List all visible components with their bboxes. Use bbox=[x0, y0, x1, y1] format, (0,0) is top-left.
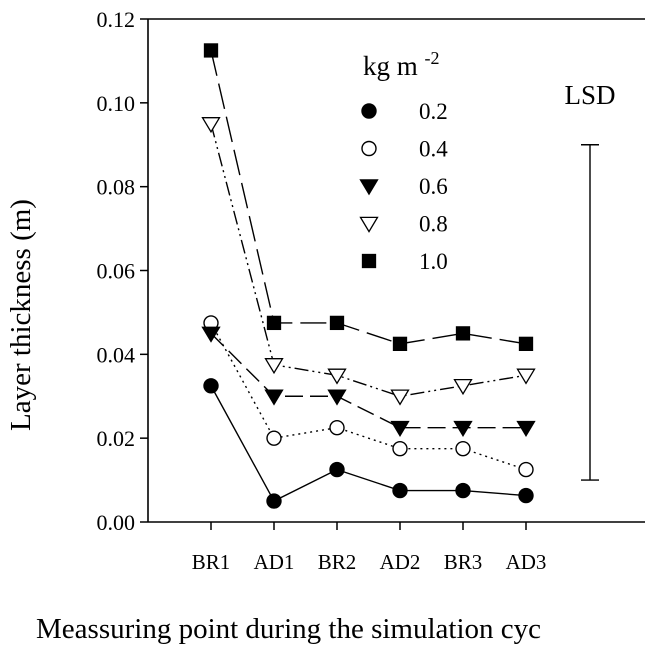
legend-marker bbox=[361, 103, 377, 119]
x-ticks: BR1 AD1 BR2 AD2 BR3 AD3 bbox=[192, 522, 547, 574]
y-axis-title: Layer thickness (m) bbox=[5, 199, 37, 431]
data-point bbox=[455, 440, 471, 457]
legend-marker bbox=[359, 179, 379, 196]
data-point bbox=[266, 493, 282, 509]
y-tick-label: 0.00 bbox=[97, 510, 136, 535]
x-axis-title: Meassuring point during the simulation c… bbox=[36, 613, 541, 645]
legend-marker bbox=[359, 216, 379, 233]
series-line-4 bbox=[210, 50, 527, 345]
x-tick-label: AD1 bbox=[254, 550, 295, 574]
legend: kg m -2 0.2 0.4 0.6 0.8 1.0 bbox=[359, 48, 448, 274]
data-point bbox=[201, 117, 221, 134]
data-point bbox=[327, 368, 347, 385]
y-tick-label: 0.08 bbox=[97, 175, 136, 200]
data-point bbox=[392, 440, 408, 457]
y-ticks: 0.00 0.02 0.04 0.06 0.08 0.10 0.12 bbox=[97, 7, 148, 535]
data-point bbox=[455, 326, 471, 341]
data-point bbox=[453, 420, 473, 438]
legend-title: kg m -2 bbox=[363, 48, 440, 81]
series-line-3 bbox=[210, 123, 527, 397]
data-point bbox=[203, 43, 219, 58]
data-point bbox=[266, 430, 282, 446]
data-point bbox=[264, 389, 284, 406]
data-point bbox=[329, 461, 345, 478]
data-point bbox=[516, 368, 536, 385]
x-tick-label: AD3 bbox=[506, 550, 547, 574]
series-line-2 bbox=[210, 332, 526, 429]
data-point bbox=[203, 378, 219, 394]
data-point bbox=[392, 336, 408, 352]
y-tick-label: 0.10 bbox=[97, 91, 136, 116]
data-point bbox=[453, 379, 473, 396]
y-tick-label: 0.06 bbox=[97, 259, 136, 284]
data-point bbox=[518, 487, 534, 504]
data-point bbox=[201, 326, 221, 343]
data-point bbox=[329, 419, 345, 436]
legend-label: 0.6 bbox=[419, 174, 448, 199]
data-point bbox=[455, 482, 471, 499]
data-point bbox=[390, 420, 410, 438]
lsd-label: LSD bbox=[564, 80, 615, 110]
legend-label: 1.0 bbox=[419, 249, 448, 274]
data-point bbox=[518, 336, 534, 352]
data-point bbox=[327, 389, 347, 406]
data-point bbox=[392, 482, 408, 499]
series-lines bbox=[210, 50, 527, 502]
legend-label: 0.8 bbox=[419, 212, 448, 237]
legend-label: 0.4 bbox=[419, 137, 448, 162]
x-tick-label: BR2 bbox=[318, 550, 357, 574]
lsd-annotation: LSD bbox=[564, 80, 616, 481]
legend-marker bbox=[361, 253, 377, 269]
series-line-0 bbox=[210, 385, 527, 502]
y-tick-label: 0.12 bbox=[97, 7, 136, 32]
x-tick-label: BR1 bbox=[192, 550, 231, 574]
data-point bbox=[264, 358, 284, 375]
x-tick-label: AD2 bbox=[380, 550, 421, 574]
series-points bbox=[201, 43, 536, 509]
data-point bbox=[518, 461, 534, 478]
legend-marker bbox=[361, 140, 377, 157]
data-point bbox=[266, 315, 282, 331]
y-tick-label: 0.02 bbox=[97, 426, 136, 451]
x-tick-label: BR3 bbox=[444, 550, 483, 574]
series-line-1 bbox=[210, 322, 527, 471]
y-tick-label: 0.04 bbox=[97, 342, 136, 367]
data-point bbox=[329, 315, 345, 331]
legend-label: 0.2 bbox=[419, 99, 448, 124]
legend-title-exponent: -2 bbox=[425, 48, 440, 68]
data-point bbox=[390, 389, 410, 406]
data-point bbox=[516, 420, 536, 438]
